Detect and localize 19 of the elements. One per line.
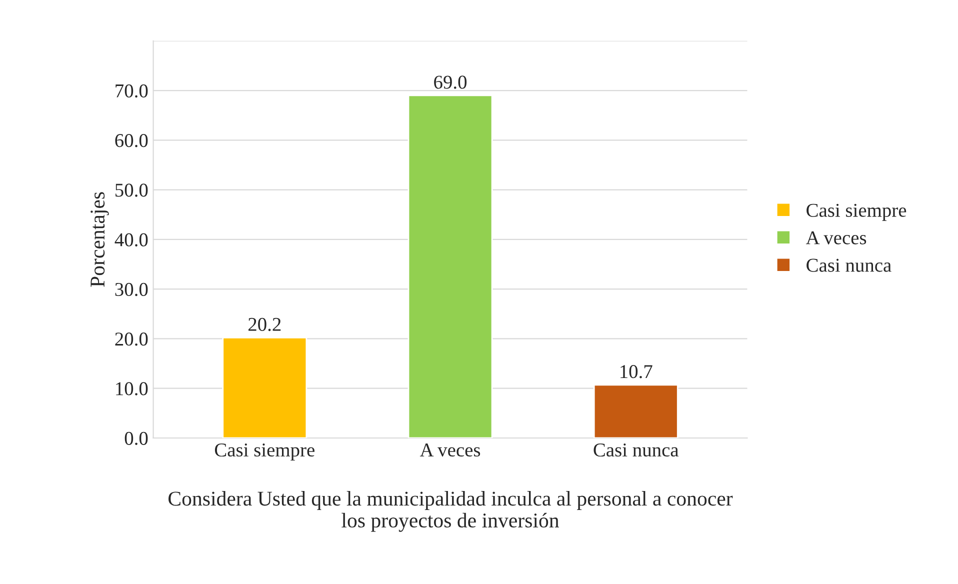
- data-label: 10.7: [620, 365, 652, 378]
- legend-label: Casi nunca: [806, 258, 892, 272]
- legend-label: Casi siempre: [806, 204, 906, 221]
- y-tick-label: 30.0: [115, 282, 148, 296]
- data-label: 20.2: [248, 318, 281, 332]
- x-tick-label: Casi siempre: [214, 443, 314, 460]
- y-tick-label: 0.0: [124, 432, 148, 446]
- y-tick-label: 20.0: [115, 332, 148, 346]
- y-axis-title: Porcentajes: [90, 192, 109, 287]
- y-tick-label: 70.0: [116, 84, 148, 98]
- y-tick-label: 60.0: [115, 134, 148, 148]
- y-tick-label: 40.0: [114, 233, 148, 246]
- y-tick-label: 10.0: [116, 382, 148, 396]
- x-tick-label: A veces: [420, 444, 480, 457]
- legend-label: A veces: [806, 231, 866, 244]
- x-tick-label: Casi nunca: [594, 443, 679, 457]
- data-label: 69.0: [434, 76, 467, 89]
- y-tick-label: 50.0: [116, 184, 148, 197]
- x-axis-title: Considera Usted que la municipalidad inculca al personal a conocer los proyectos de inversión: [168, 491, 733, 532]
